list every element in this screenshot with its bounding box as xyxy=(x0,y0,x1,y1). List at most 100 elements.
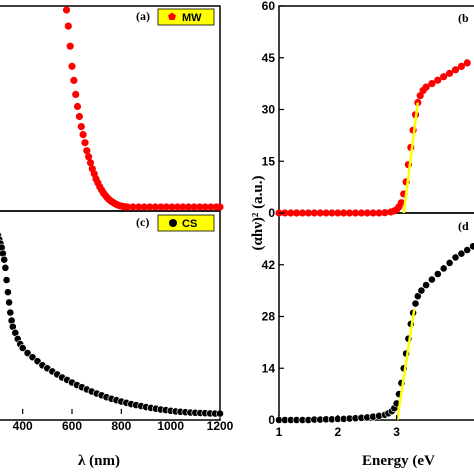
data-point-d-39 xyxy=(457,249,466,258)
data-point-b-40 xyxy=(463,59,471,67)
data-point-b-9 xyxy=(328,209,336,217)
x-tick-label-c-3: 1000 xyxy=(157,419,184,433)
data-point-c-8 xyxy=(4,288,12,297)
data-point-b-12 xyxy=(346,209,354,217)
panel-a-frame xyxy=(0,5,221,212)
data-point-a-3 xyxy=(68,62,76,70)
legend-cs: CS xyxy=(157,214,215,232)
panel-a-label: (a) xyxy=(136,9,150,23)
legend-mw: MW xyxy=(157,8,215,26)
data-point-c-9 xyxy=(5,298,14,307)
data-point-c-10 xyxy=(6,308,15,317)
data-point-b-5 xyxy=(304,209,312,217)
panel-b-label: (b xyxy=(458,11,469,25)
data-point-a-38 xyxy=(151,203,159,211)
panel-c-label: (c) xyxy=(136,215,149,229)
data-point-c-7 xyxy=(2,276,11,284)
x-tick-label-c-2: 800 xyxy=(111,419,131,433)
data-point-b-4 xyxy=(298,209,307,217)
x-tick-label-c-4: 1200 xyxy=(207,419,234,433)
data-point-b-11 xyxy=(340,209,348,217)
data-point-a-37 xyxy=(146,203,154,211)
data-point-b-18 xyxy=(381,209,389,217)
data-point-a-42 xyxy=(173,203,182,211)
data-point-a-10 xyxy=(81,139,89,147)
data-point-b-34 xyxy=(428,80,436,88)
y-tick-label-b-4: 60 xyxy=(262,0,276,13)
x-tick-label-c-1: 600 xyxy=(62,419,82,433)
data-point-a-13 xyxy=(86,159,95,167)
data-point-d-30 xyxy=(411,299,420,308)
legend-cs-box xyxy=(157,214,215,232)
y-tick-label-b-2: 30 xyxy=(262,103,276,117)
data-point-b-23 xyxy=(397,199,405,207)
data-point-c-5 xyxy=(0,255,9,264)
data-point-c-6 xyxy=(1,263,10,272)
data-point-a-46 xyxy=(196,203,204,211)
data-point-d-36 xyxy=(439,264,448,273)
data-point-a-34 xyxy=(129,203,137,211)
y-tick-label-b-1: 15 xyxy=(262,154,276,168)
data-point-a-39 xyxy=(157,203,165,211)
data-point-b-17 xyxy=(375,209,383,217)
data-point-b-13 xyxy=(351,209,360,217)
data-point-b-37 xyxy=(446,69,454,77)
data-point-a-9 xyxy=(79,131,87,139)
data-point-a-36 xyxy=(140,203,148,211)
y-tick-label-d-0: 0 xyxy=(268,413,275,427)
fit-line-d xyxy=(395,308,416,421)
panel-b-frame xyxy=(278,5,474,214)
y-tick-label-d-3: 42 xyxy=(262,258,276,272)
y-tick-label-d-1: 14 xyxy=(262,361,276,375)
data-point-d-32 xyxy=(417,286,426,295)
data-point-a-4 xyxy=(70,76,78,84)
data-point-a-40 xyxy=(162,203,170,211)
data-point-b-33 xyxy=(422,83,430,91)
data-point-a-45 xyxy=(190,203,198,211)
panel-d-label: (d xyxy=(458,219,469,233)
data-point-a-41 xyxy=(168,203,176,211)
x-tick-label-d-2: 3 xyxy=(393,425,400,439)
data-point-b-10 xyxy=(334,209,342,217)
data-point-b-1 xyxy=(281,209,289,217)
legend-cs-marker xyxy=(169,219,177,227)
panel-b: 0 15 30 45 60 xyxy=(262,0,471,220)
legend-mw-marker xyxy=(168,12,176,20)
data-point-d-34 xyxy=(427,275,436,284)
data-point-b-16 xyxy=(369,209,377,217)
data-point-c-16 xyxy=(18,344,27,352)
data-point-a-7 xyxy=(75,112,83,121)
data-point-d-40 xyxy=(463,246,472,254)
data-point-a-43 xyxy=(179,203,187,211)
data-point-a-33 xyxy=(123,203,132,211)
data-point-a-5 xyxy=(72,90,80,98)
data-point-b-36 xyxy=(440,73,448,81)
legend-cs-text: CS xyxy=(182,218,197,230)
data-point-b-14 xyxy=(357,209,365,217)
data-point-b-6 xyxy=(310,209,318,217)
data-point-a-2 xyxy=(66,42,74,50)
fit-line-b xyxy=(402,102,420,214)
data-point-a-6 xyxy=(73,102,82,111)
data-point-a-47 xyxy=(201,203,209,211)
legend-mw-text: MW xyxy=(182,12,202,24)
x-tick-label-d-1: 2 xyxy=(334,425,341,439)
data-point-d-35 xyxy=(433,270,442,278)
data-point-b-35 xyxy=(434,76,442,84)
x-tick-label-d-0: 1 xyxy=(276,425,283,439)
panel-c-frame xyxy=(0,210,221,421)
panel-d-frame xyxy=(278,212,474,421)
data-point-d-33 xyxy=(422,281,430,289)
data-point-a-1 xyxy=(64,22,72,30)
data-point-a-44 xyxy=(184,203,193,211)
data-point-a-48 xyxy=(207,203,215,211)
data-point-a-8 xyxy=(77,123,85,131)
data-point-a-0 xyxy=(62,6,71,14)
x-tick-label-c-0: 400 xyxy=(13,419,33,433)
y-tick-label-d-2: 28 xyxy=(262,310,276,324)
data-point-d-31 xyxy=(413,292,422,301)
data-point-b-39 xyxy=(457,62,465,70)
data-point-d-37 xyxy=(445,258,454,267)
x-axis-title-energy: Energy (eV xyxy=(362,453,435,469)
